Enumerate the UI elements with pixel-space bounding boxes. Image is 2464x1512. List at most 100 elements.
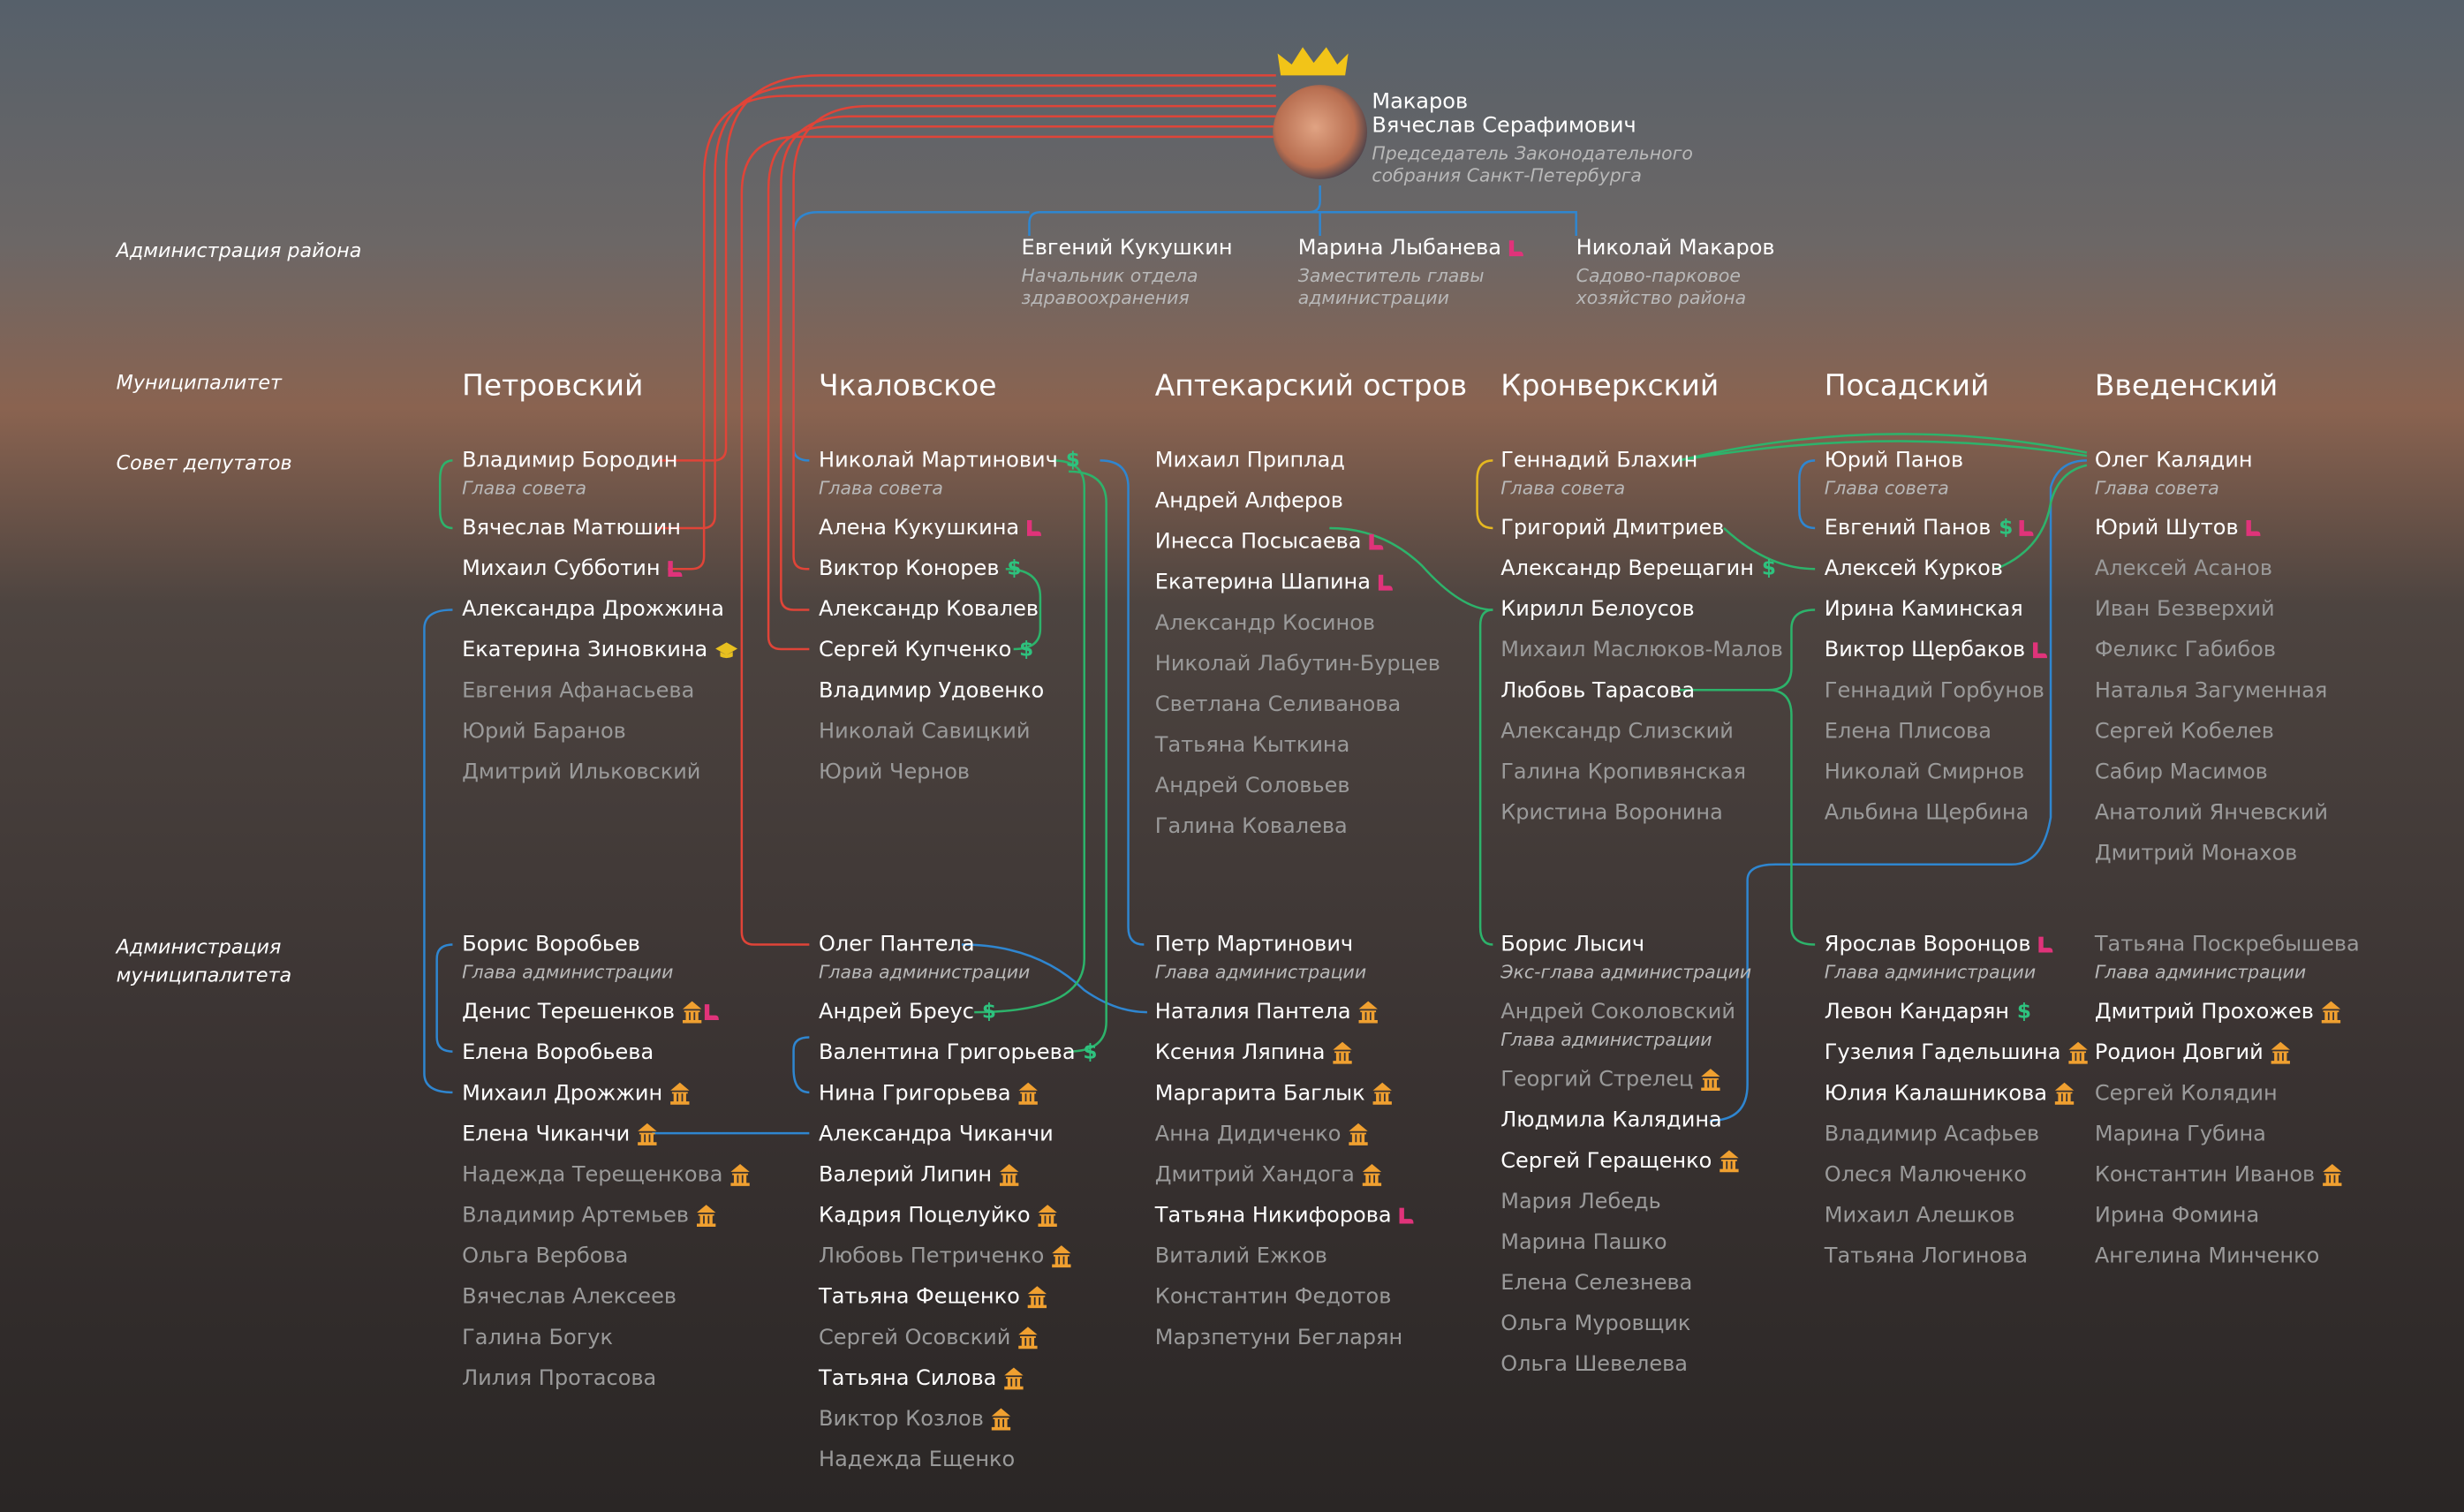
green-link [1723,464,2088,571]
badge: $ [1019,639,1033,662]
person-name: Маргарита Баглык [1155,1080,1365,1105]
person-name: Ирина Фомина [2095,1203,2259,1228]
bank-icon [1004,1367,1024,1390]
person-role: Экс-глава администрации [1500,962,1751,983]
column-title: Посадский [1825,367,1990,402]
person-name: Александр Ковалев [819,596,1039,621]
person-name: Гузелия Гадельшина [1825,1040,2061,1064]
badge: $ [1066,449,1080,472]
person-role: Глава совета [462,477,586,498]
person-name: Александр Слизский [1500,718,1734,743]
person-name: Вячеслав Матюшин [462,515,681,540]
row-label: Администрация [115,936,282,959]
person-name: Татьяна Кыткина [1154,732,1350,757]
badge: $ [1007,557,1021,580]
person-name: Петр Мартинович [1155,932,1353,956]
person-name: Николай Савицкий [819,718,1030,743]
badge: $ [2017,1001,2031,1024]
person-name: Юрий Панов [1825,447,1963,472]
person-name: Дмитрий Монахов [2095,841,2297,866]
bank-icon [2054,1082,2075,1105]
green-link [438,459,453,530]
bank-icon [2323,1163,2342,1186]
heel-icon [1508,240,1523,257]
person-name: Виктор Конорев [819,556,999,580]
person-name: Владимир Артемьев [462,1203,689,1228]
blue-link [423,609,453,1094]
red-links [656,74,1276,946]
person-role: Глава администрации [819,962,1030,983]
person-name: Алексей Асанов [2095,556,2272,580]
person-name: Марзпетуни Бегларян [1155,1325,1402,1349]
column-title: Кронверкский [1500,367,1719,402]
person-name: Иван Безверхий [2095,596,2275,621]
person-name: Анна Дидиченко [1155,1121,1342,1145]
person-name: Галина Ковалева [1155,813,1348,838]
blue-link [1100,459,1145,946]
heel-icon [1399,1207,1414,1224]
person-name: Александр Косинов [1155,610,1375,635]
person-name: Марина Пашко [1500,1229,1667,1254]
column-title: Введенский [2095,367,2278,402]
bank-icon [1372,1082,1392,1105]
person-name: Любовь Петриченко [819,1244,1044,1268]
person-role: Заместитель главы [1298,265,1485,286]
person-name: Ангелина Минченко [2095,1244,2319,1268]
cap-icon [715,642,738,659]
person-name: Татьяна Фещенко [818,1284,1020,1309]
person-role: хозяйство района [1576,287,1747,308]
person-name: Владимир Удовенко [819,677,1044,702]
person-name: Кирилл Белоусов [1500,596,1694,621]
blue-link [1709,459,2087,1123]
badge: $ [1999,516,2013,539]
bank-icon [1358,1001,1378,1024]
person-name: Алексей Курков [1825,556,2003,580]
person-name: Виталий Ежков [1155,1244,1327,1268]
person-role: Начальник отдела [1022,265,1198,286]
heel-icon [2033,642,2048,659]
column-title: Петровский [462,367,643,402]
person-name: Виктор Щербаков [1825,637,2025,662]
person-name: Борис Лысич [1500,932,1644,956]
person-role: Глава администрации [462,962,673,983]
person-name: Надежда Ещенко [819,1447,1015,1471]
person-name: Денис Терешенков [462,999,675,1024]
person-name: Татьяна Никифорова [1154,1203,1392,1228]
person-name: Мария Лебедь [1500,1189,1661,1213]
person-name: Михаил Приплад [1155,447,1345,472]
column-title: Аптекарский остров [1155,367,1467,402]
red-link [740,135,1276,946]
person-name: Родион Довгий [2095,1040,2264,1064]
row-label: Администрация района [115,239,362,262]
chair-role: собрания Санкт-Петербурга [1372,164,1642,185]
person-name: Ольга Шевелева [1500,1351,1688,1376]
person-role: здравоохранения [1022,287,1190,308]
person-name: Альбина Щербина [1825,800,2029,825]
heel-icon [2038,936,2053,953]
green-link [1005,567,1042,651]
person-name: Сергей Колядин [2095,1080,2278,1105]
blue-link [1798,459,1816,530]
badge: $ [1083,1041,1097,1064]
person-name: Дмитрий Прохожев [2095,999,2314,1024]
person-name: Григорий Дмитриев [1500,515,1724,540]
green-link [1329,526,1493,611]
person-name: Валерий Липин [819,1161,992,1186]
person-name: Ольга Вербова [462,1244,628,1268]
badge: $ [982,1001,996,1024]
bank-icon [1362,1163,1382,1186]
person-name: Сергей Осовский [819,1325,1010,1349]
person-name: Сабир Масимов [2095,760,2268,784]
bank-icon [1038,1205,1057,1227]
red-link [792,104,1276,571]
green-link [974,459,1107,1053]
bank-icon [2271,1041,2290,1064]
person-name: Анатолий Янчевский [2095,800,2328,825]
chair-role: Председатель Законодательного [1372,142,1693,163]
chair-photo [1273,47,1368,179]
heel-icon [704,1004,719,1020]
person-name: Елена Плисова [1825,718,1992,743]
